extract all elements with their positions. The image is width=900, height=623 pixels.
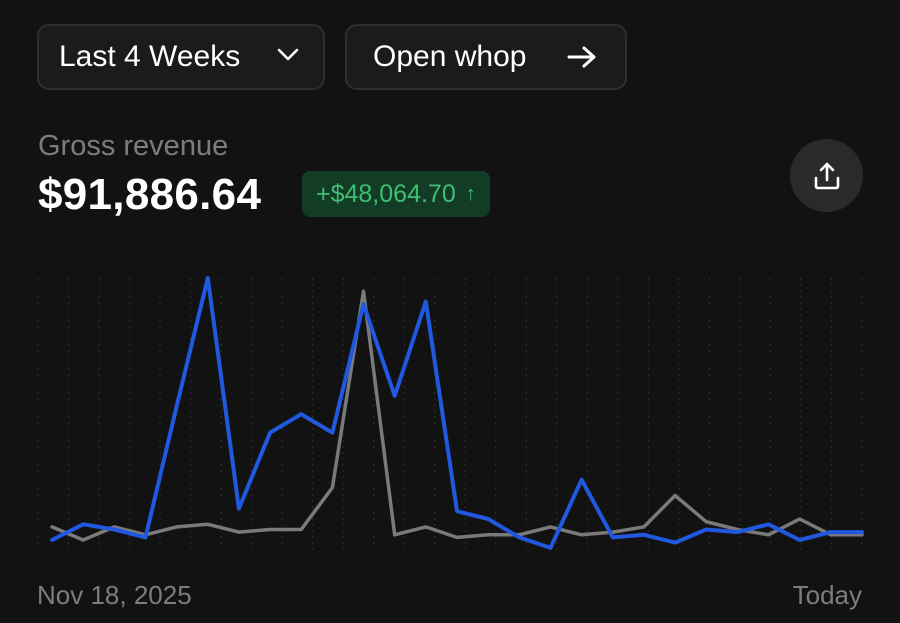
change-value: +$48,064.70 [316, 179, 456, 208]
open-whop-button[interactable]: Open whop [345, 24, 627, 90]
open-whop-label: Open whop [373, 40, 527, 73]
metric-label: Gross revenue [38, 130, 229, 162]
date-range-dropdown[interactable]: Last 4 Weeks [37, 24, 325, 90]
previous-period-line [50, 289, 864, 542]
arrow-right-icon [567, 45, 597, 69]
date-range-label: Last 4 Weeks [59, 40, 241, 73]
export-button[interactable] [790, 139, 863, 212]
x-axis-end-label: Today [792, 580, 862, 610]
share-export-icon [814, 162, 839, 189]
metric-value: $91,886.64 [38, 170, 262, 219]
change-arrow-icon: ↑ [465, 182, 476, 205]
x-axis-start-label: Nov 18, 2025 [37, 580, 192, 610]
change-badge: +$48,064.70 ↑ [302, 171, 490, 217]
current-period-line [50, 276, 864, 550]
chevron-down-icon [277, 48, 299, 62]
